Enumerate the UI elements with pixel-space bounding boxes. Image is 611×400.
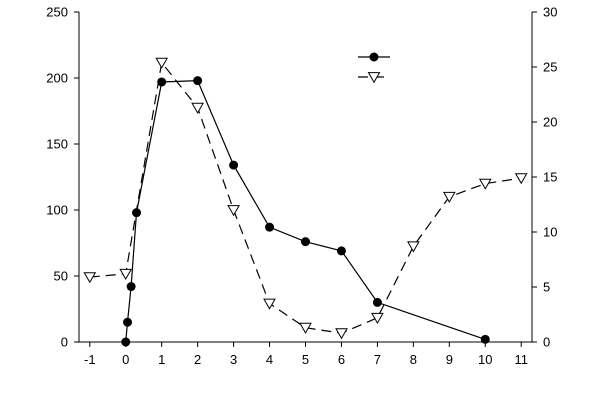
y-right-tick-label: 10 [543, 225, 557, 240]
y-left-tick-label: 250 [46, 5, 68, 20]
legend [358, 52, 390, 84]
series-2-point [191, 102, 204, 114]
y-left-tick-label: 0 [61, 335, 68, 350]
y-right-tick-label: 25 [543, 60, 557, 75]
series-2-point [371, 312, 384, 325]
y-left-tick-label: 150 [46, 137, 68, 152]
series-1-point [336, 246, 346, 256]
y-left-tick-label: 50 [54, 269, 68, 284]
x-tick-label: 1 [158, 352, 165, 367]
series-1-point [480, 334, 490, 344]
series-1-point [123, 317, 133, 327]
series-1-point [157, 77, 167, 87]
series-2-point [83, 272, 97, 284]
series-2-point [442, 191, 456, 204]
series-1-point [229, 160, 239, 170]
series-2-line [89, 61, 522, 334]
y-right-tick-label: 15 [543, 170, 557, 185]
series-2-point [407, 241, 420, 253]
series-1-point [301, 237, 310, 247]
x-tick-label: 9 [446, 352, 453, 367]
y-right-tick-label: 20 [543, 115, 557, 130]
series-2-point [263, 298, 276, 310]
series-1-point [372, 297, 382, 307]
x-tick-label: 4 [266, 352, 273, 367]
series-1-point [265, 222, 275, 232]
series-1-point [193, 76, 203, 86]
axes: -1 0 1 2 3 4 5 6 7 8 9 10 11 0 50 100 150 200 250 0 5 10 15 20 2… [46, 5, 557, 368]
x-tick-label: 0 [122, 352, 129, 367]
y-right-tick-label: 5 [543, 280, 550, 295]
x-tick-label: 11 [514, 352, 528, 367]
y-right-tick-label: 0 [543, 335, 550, 350]
series-2-point [155, 57, 169, 69]
series-1-line [125, 79, 486, 343]
series-1-point [121, 337, 131, 347]
series-2-point [227, 205, 240, 217]
x-tick-label: 6 [338, 352, 345, 367]
y-right-tick-label: 30 [543, 5, 557, 20]
series-2-point [514, 173, 528, 185]
series-2-point [335, 328, 348, 340]
series-2-point [119, 268, 133, 281]
series-2-point [478, 178, 492, 190]
legend-1-marker [369, 52, 379, 62]
x-tick-label: -1 [84, 352, 96, 367]
series-layer [83, 57, 528, 347]
x-tick-label: 8 [410, 352, 417, 367]
x-tick-label: 3 [230, 352, 237, 367]
x-tick-label: 10 [478, 352, 492, 367]
y-left-tick-label: 100 [46, 203, 68, 218]
x-tick-label: 5 [302, 352, 309, 367]
x-tick-label: 7 [374, 352, 381, 367]
y-left-tick-label: 200 [46, 71, 68, 86]
x-tick-label: 2 [194, 352, 201, 367]
legend-2-marker [367, 72, 381, 84]
series-2-point [299, 322, 312, 334]
series-1-point [126, 282, 136, 292]
